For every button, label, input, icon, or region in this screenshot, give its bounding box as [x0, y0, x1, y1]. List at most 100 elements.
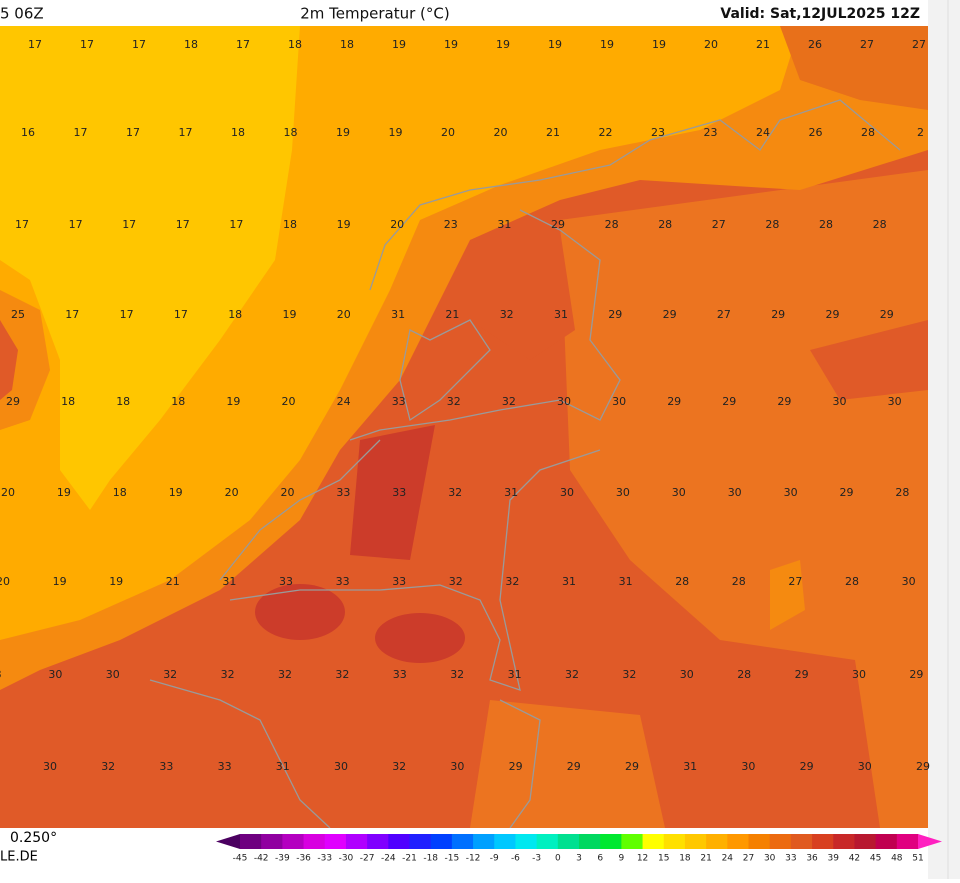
- temperature-label: 29: [722, 395, 736, 408]
- temperature-label: 17: [65, 308, 79, 321]
- temperature-label: 19: [652, 38, 666, 51]
- colorbar-segment: [345, 834, 368, 849]
- temperature-label: 19: [548, 38, 562, 51]
- temperature-label: 33: [392, 395, 406, 408]
- temperature-label: 29: [625, 760, 639, 773]
- temperature-label: 19: [389, 126, 403, 139]
- colorbar-segment: [621, 834, 644, 849]
- temperature-label: 17: [74, 126, 88, 139]
- colorbar-segment: [240, 834, 262, 849]
- temperature-label: 29: [800, 760, 814, 773]
- colorbar-segment: [536, 834, 559, 849]
- temperature-label: 20: [390, 218, 404, 231]
- temperature-label: 30: [672, 486, 686, 499]
- colorbar-tick-label: -15: [445, 854, 460, 864]
- colorbar-segment: [515, 834, 538, 849]
- temperature-label: 30: [612, 395, 626, 408]
- temperature-label: 30: [728, 486, 742, 499]
- temperature-label: 28: [845, 575, 859, 588]
- temperature-label: 21: [166, 575, 180, 588]
- temperature-label: 18: [288, 38, 302, 51]
- temperature-label: 32: [278, 668, 292, 681]
- temperature-label: 27: [712, 218, 726, 231]
- temperature-label: 29: [567, 760, 581, 773]
- temperature-label: 17: [174, 308, 188, 321]
- temperature-label: 28: [658, 218, 672, 231]
- temperature-label: 29: [795, 668, 809, 681]
- colorbar-tick-label: -33: [317, 854, 332, 864]
- temperature-label: 30: [852, 668, 866, 681]
- temperature-label: 30: [888, 395, 902, 408]
- temperature-label: 20: [281, 486, 295, 499]
- temperature-label: 32: [500, 308, 514, 321]
- temperature-label: 30: [741, 760, 755, 773]
- colorbar-tick-label: -6: [511, 854, 520, 864]
- temperature-label: 17: [236, 38, 250, 51]
- temperature-label: 33: [159, 760, 173, 773]
- temperature-label: 18: [231, 126, 245, 139]
- temperature-label: 32: [163, 668, 177, 681]
- temperature-label: 30: [334, 760, 348, 773]
- temperature-label: 21: [445, 308, 459, 321]
- temperature-label: 30: [48, 668, 62, 681]
- temperature-label: 32: [335, 668, 349, 681]
- temperature-label: 19: [169, 486, 183, 499]
- temperature-label: 30: [902, 575, 916, 588]
- temperature-label: 28: [895, 486, 909, 499]
- temperature-label: 33: [392, 575, 406, 588]
- colorbar-tick-label: 6: [597, 854, 603, 864]
- temperature-label: 28: [819, 218, 833, 231]
- temperature-label: 31: [619, 575, 633, 588]
- colorbar-segment: [557, 834, 580, 849]
- map-title: 2m Temperatur (°C): [300, 5, 450, 23]
- temperature-label: 30: [560, 486, 574, 499]
- temperature-label: 23: [704, 126, 718, 139]
- temperature-label: 31: [683, 760, 697, 773]
- temperature-label: 32: [448, 486, 462, 499]
- colorbar-segment: [600, 834, 622, 849]
- colorbar-segment: [790, 834, 813, 849]
- colorbar-tick-label: -9: [490, 854, 499, 864]
- temperature-label: 16: [21, 126, 35, 139]
- colorbar-segment: [833, 834, 855, 849]
- temperature-label: 20: [441, 126, 455, 139]
- temperature-label: 17: [120, 308, 134, 321]
- temperature-label: 30: [833, 395, 847, 408]
- colorbar-segment: [684, 834, 707, 849]
- temperature-label: 24: [337, 395, 351, 408]
- temperature-label: 19: [496, 38, 510, 51]
- temperature-label: 29: [667, 395, 681, 408]
- temperature-label: 33: [279, 575, 293, 588]
- colorbar-arrow: [216, 834, 240, 849]
- resolution: 0.250°: [10, 830, 57, 846]
- temperature-label: 23: [444, 218, 458, 231]
- colorbar-tick-label: 27: [743, 854, 754, 864]
- temperature-label: 25: [11, 308, 25, 321]
- temperature-label: 32: [449, 575, 463, 588]
- temperature-label: 17: [229, 218, 243, 231]
- temperature-label: 29: [551, 218, 565, 231]
- temperature-label: 30: [106, 668, 120, 681]
- temperature-label: 17: [132, 38, 146, 51]
- temperature-label: 29: [777, 395, 791, 408]
- temperature-label: 29: [509, 760, 523, 773]
- colorbar-tick-label: 0: [555, 854, 561, 864]
- colorbar: -45 -42 -39 -36 -33 -30 -27 -24 -21 -18 -15 -12 -9 -6…: [216, 834, 942, 864]
- colorbar-segment: [430, 834, 453, 849]
- temperature-label: 33: [392, 486, 406, 499]
- temperature-label: 28: [873, 218, 887, 231]
- temperature-label: 32: [221, 668, 235, 681]
- temperature-label: 29: [6, 395, 20, 408]
- temperature-label: 31: [222, 575, 236, 588]
- colorbar-segment: [579, 834, 601, 849]
- temperature-label: 30: [784, 486, 798, 499]
- temperature-label: 18: [171, 395, 185, 408]
- colorbar-tick-label: 42: [849, 854, 860, 864]
- temperature-label: 32: [447, 395, 461, 408]
- colorbar-tick-label: -27: [360, 854, 375, 864]
- temperature-label: 17: [126, 126, 140, 139]
- colorbar-segment: [388, 834, 410, 849]
- temperature-label: 28: [861, 126, 875, 139]
- temperature-label: 17: [80, 38, 94, 51]
- temperature-label: 22: [599, 126, 613, 139]
